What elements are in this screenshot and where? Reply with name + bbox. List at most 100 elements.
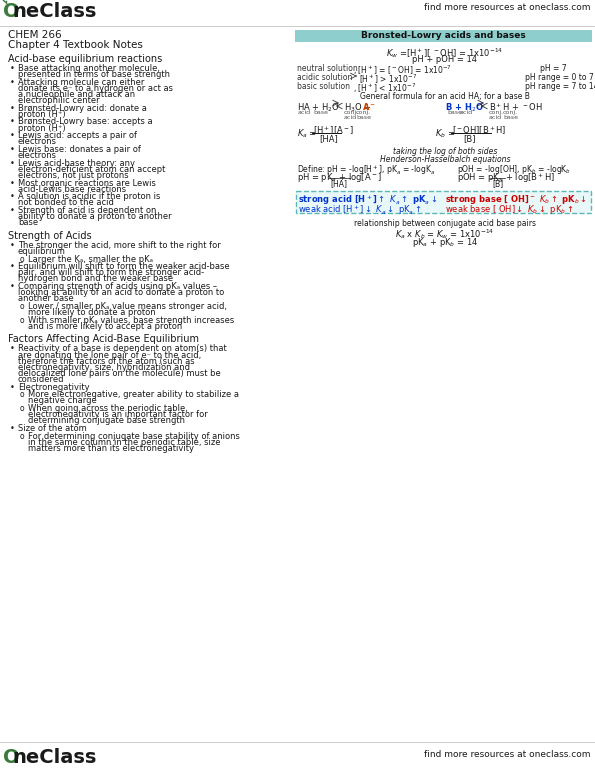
Text: taking the log of both sides: taking the log of both sides xyxy=(393,147,497,156)
Text: Attacking molecule can either: Attacking molecule can either xyxy=(18,78,145,87)
FancyBboxPatch shape xyxy=(295,30,592,42)
Text: base: base xyxy=(503,115,518,120)
Text: pK$_a$ + pK$_b$ = 14: pK$_a$ + pK$_b$ = 14 xyxy=(412,236,478,249)
Text: acid: acid xyxy=(344,115,357,120)
Text: pH range = 0 to 7: pH range = 0 to 7 xyxy=(525,73,594,82)
Text: o: o xyxy=(20,404,24,413)
Text: •: • xyxy=(10,104,15,112)
Text: •: • xyxy=(10,64,15,73)
Text: With smaller pKₐ values, base strength increases: With smaller pKₐ values, base strength i… xyxy=(28,316,234,325)
Text: neClass: neClass xyxy=(12,2,96,21)
Text: Define: pH = -log[H$^+$], pK$_a$ = -logK$_a$: Define: pH = -log[H$^+$], pK$_a$ = -logK… xyxy=(297,163,436,176)
Text: conj.: conj. xyxy=(503,110,518,115)
Text: •: • xyxy=(10,344,15,353)
Text: donate its e⁻ to a hydrogen or act as: donate its e⁻ to a hydrogen or act as xyxy=(18,84,173,93)
Text: [HA]: [HA] xyxy=(319,134,338,143)
Text: A solution is acidic if the proton is: A solution is acidic if the proton is xyxy=(18,192,161,201)
Text: , [H$^+$] = [$^-$OH] = 1x10$^{-7}$: , [H$^+$] = [$^-$OH] = 1x10$^{-7}$ xyxy=(353,64,452,78)
Text: $K_b$ =: $K_b$ = xyxy=(435,127,455,139)
Text: neClass: neClass xyxy=(12,748,96,767)
Text: Lewis acid: accepts a pair of: Lewis acid: accepts a pair of xyxy=(18,131,137,140)
Text: conj.: conj. xyxy=(344,110,359,115)
Text: , [H$^+$] < 1x10$^{-7}$: , [H$^+$] < 1x10$^{-7}$ xyxy=(353,82,416,95)
Text: considered: considered xyxy=(18,375,64,384)
Text: electrons, not just protons: electrons, not just protons xyxy=(18,171,129,180)
Text: B + H$_2$O: B + H$_2$O xyxy=(445,101,484,113)
Text: •: • xyxy=(10,78,15,87)
Text: Factors Affecting Acid-Base Equilibrium: Factors Affecting Acid-Base Equilibrium xyxy=(8,334,199,344)
Text: •: • xyxy=(10,192,15,201)
Text: Bronsted-Lowry acids and bases: Bronsted-Lowry acids and bases xyxy=(361,32,526,41)
Text: determining conjugate base strength: determining conjugate base strength xyxy=(28,417,185,425)
Text: [$^-$OH][B$^+$H]: [$^-$OH][B$^+$H] xyxy=(452,125,506,138)
Text: Comparing strength of acids using pKₐ values –: Comparing strength of acids using pKₐ va… xyxy=(18,282,217,291)
Text: Reactivity of a base is dependent on atom(s) that: Reactivity of a base is dependent on ato… xyxy=(18,344,227,353)
Text: pH range = 7 to 14: pH range = 7 to 14 xyxy=(525,82,595,91)
Text: acid: acid xyxy=(460,110,473,115)
Text: acid: acid xyxy=(489,115,502,120)
Text: negative charge: negative charge xyxy=(28,397,97,405)
Text: strong acid [H$^+$]$\uparrow$ $K_a$$\uparrow$ pK$_a$$\downarrow$: strong acid [H$^+$]$\uparrow$ $K_a$$\upa… xyxy=(298,193,437,206)
Text: A$^-$: A$^-$ xyxy=(362,101,376,112)
Text: •: • xyxy=(10,241,15,250)
Text: o: o xyxy=(20,316,24,325)
Text: Lewis base: donates a pair of: Lewis base: donates a pair of xyxy=(18,145,141,154)
Text: •: • xyxy=(10,131,15,140)
Text: More electronegative, greater ability to stabilize a: More electronegative, greater ability to… xyxy=(28,390,239,400)
FancyBboxPatch shape xyxy=(296,191,591,213)
Text: HA + H$_2$O: HA + H$_2$O xyxy=(297,101,340,113)
Text: Brønsted-Lowry acid: donate a: Brønsted-Lowry acid: donate a xyxy=(18,104,147,112)
Text: Strength of Acids: Strength of Acids xyxy=(8,231,92,241)
Text: conj.: conj. xyxy=(356,110,371,115)
Text: o: o xyxy=(20,302,24,311)
Text: strong base [ OH]$^-$ $K_b$$\uparrow$ pK$_b$$\downarrow$: strong base [ OH]$^-$ $K_b$$\uparrow$ pK… xyxy=(445,193,587,206)
Text: in the same column in the periodic table, size: in the same column in the periodic table… xyxy=(28,437,221,447)
Text: •: • xyxy=(10,159,15,168)
Text: pair, and will shift to form the stronger acid-: pair, and will shift to form the stronge… xyxy=(18,269,204,277)
Text: o: o xyxy=(20,255,24,263)
Text: [B]: [B] xyxy=(492,179,503,188)
Text: o: o xyxy=(20,431,24,440)
Text: H$_3$O +: H$_3$O + xyxy=(344,101,372,113)
Text: electrophilic center: electrophilic center xyxy=(18,96,99,105)
Text: General formula for an acid HA; for a base B: General formula for an acid HA; for a ba… xyxy=(360,92,530,101)
Text: neutral solution: neutral solution xyxy=(297,64,358,73)
Text: Larger the Kₐ, smaller the pKₐ: Larger the Kₐ, smaller the pKₐ xyxy=(28,255,153,263)
Text: •: • xyxy=(10,206,15,215)
Text: o: o xyxy=(20,390,24,400)
Text: Size of the atom: Size of the atom xyxy=(18,424,87,433)
Text: are donating the lone pair of e⁻ to the acid,: are donating the lone pair of e⁻ to the … xyxy=(18,350,201,360)
Text: When going across the periodic table,: When going across the periodic table, xyxy=(28,404,188,413)
Text: pH + pOH = 14: pH + pOH = 14 xyxy=(412,55,478,64)
Text: electronegativity, size, hybridization and: electronegativity, size, hybridization a… xyxy=(18,363,190,372)
Text: matters more than its electronegativity: matters more than its electronegativity xyxy=(28,444,194,453)
Text: more likely to donate a proton: more likely to donate a proton xyxy=(28,308,156,317)
Text: weak acid [H$^+$]$\downarrow$ $K_a$$\downarrow$ pK$_a$$\uparrow$: weak acid [H$^+$]$\downarrow$ $K_a$$\dow… xyxy=(298,203,422,216)
Text: O: O xyxy=(3,748,20,767)
Text: base: base xyxy=(313,110,328,115)
Text: Equilibrium will shift to form the weaker acid-base: Equilibrium will shift to form the weake… xyxy=(18,263,230,271)
Text: Lewis acid-base theory: any: Lewis acid-base theory: any xyxy=(18,159,135,168)
Text: therefore the factors of the atom (such as: therefore the factors of the atom (such … xyxy=(18,357,195,366)
Text: The stronger the acid, more shift to the right for: The stronger the acid, more shift to the… xyxy=(18,241,221,250)
Text: proton (H⁺): proton (H⁺) xyxy=(18,123,65,132)
Text: •: • xyxy=(10,145,15,154)
Text: Henderson-Hasselbalch equations: Henderson-Hasselbalch equations xyxy=(380,155,511,164)
Text: Lower / smaller pKₐ value means stronger acid,: Lower / smaller pKₐ value means stronger… xyxy=(28,302,227,311)
Text: acidic solution: acidic solution xyxy=(297,73,352,82)
Text: pH = 7: pH = 7 xyxy=(540,64,566,73)
Text: [HA]: [HA] xyxy=(330,179,347,188)
Text: find more resources at oneclass.com: find more resources at oneclass.com xyxy=(424,750,590,759)
Text: looking at ability of an acid to donate a proton to: looking at ability of an acid to donate … xyxy=(18,288,224,297)
Text: Acid-base equilibrium reactions: Acid-base equilibrium reactions xyxy=(8,54,162,64)
Text: base: base xyxy=(447,110,462,115)
Text: $K_a$ x $K_b$ = $K_{w}$ = 1x10$^{-14}$: $K_a$ x $K_b$ = $K_{w}$ = 1x10$^{-14}$ xyxy=(395,227,494,241)
Text: $K_a$ =: $K_a$ = xyxy=(297,127,317,139)
Text: [H$^+$][A$^-$]: [H$^+$][A$^-$] xyxy=(313,125,354,138)
Text: relationship between conjugate acid base pairs: relationship between conjugate acid base… xyxy=(354,219,536,228)
Text: Electronegativity: Electronegativity xyxy=(18,383,90,392)
Text: ability to donate a proton to another: ability to donate a proton to another xyxy=(18,213,171,221)
Text: Base attacking another molecule,: Base attacking another molecule, xyxy=(18,64,160,73)
Text: pOH = -log[OH], pK$_b$ = -logK$_b$: pOH = -log[OH], pK$_b$ = -logK$_b$ xyxy=(457,163,571,176)
Text: electrons: electrons xyxy=(18,137,57,146)
